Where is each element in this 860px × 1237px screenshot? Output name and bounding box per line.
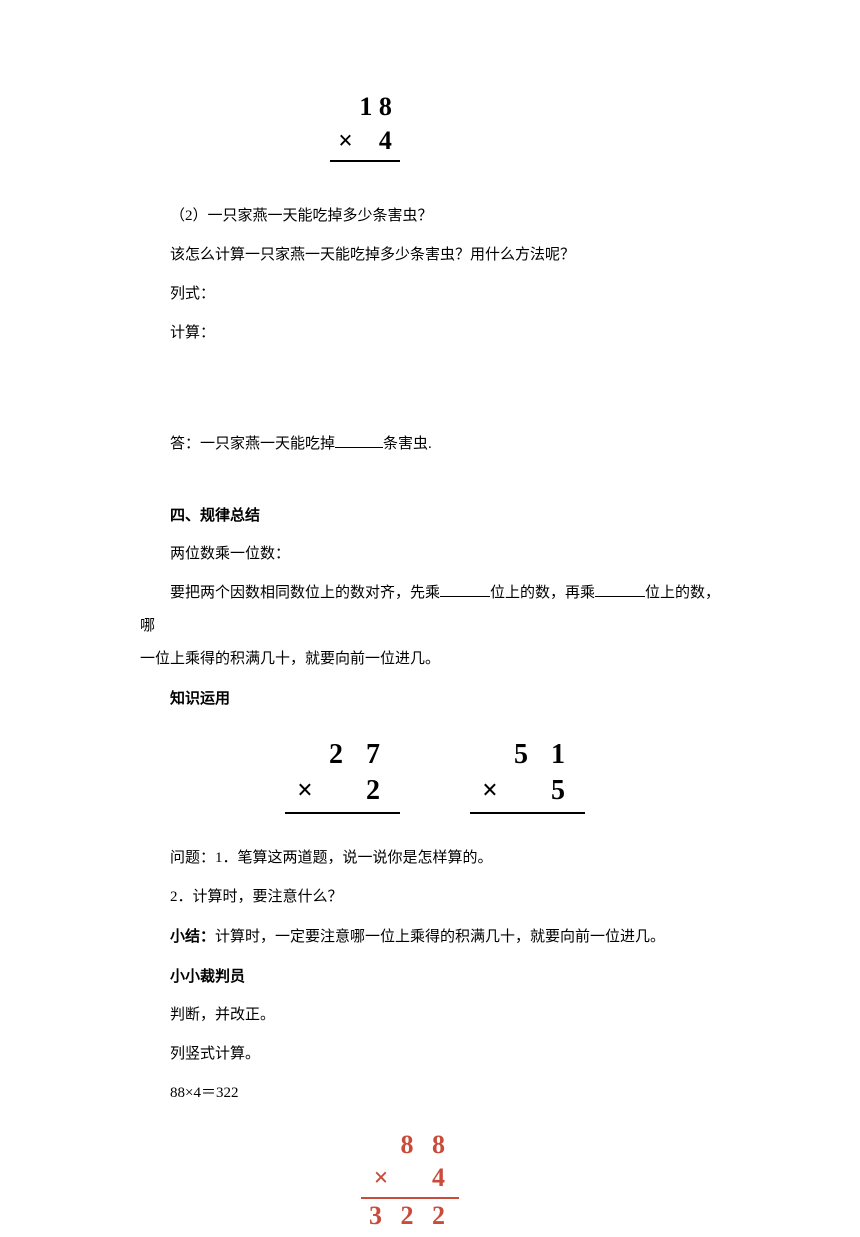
mult-bottom-row: × 4	[330, 124, 400, 158]
mult-rule	[285, 812, 400, 814]
mult-rule	[330, 160, 400, 162]
blank-field[interactable]	[335, 433, 383, 448]
q2-label: （2）一只家燕一天能吃掉多少条害虫？	[140, 200, 730, 233]
mult-bottom-row: × 2	[285, 773, 400, 809]
section4-line1: 两位数乘一位数：	[140, 538, 730, 571]
mult-result-row: 3 2 2	[361, 1199, 459, 1233]
judge-line1: 判断，并改正。	[140, 999, 730, 1032]
q2-answer-prefix: 答：一只家燕一天能吃掉	[170, 436, 335, 452]
q2-jisuan: 计算：	[140, 317, 730, 350]
q2-method: 该怎么计算一只家燕一天能吃掉多少条害虫？用什么方法呢？	[140, 239, 730, 272]
mult-top-row: 2 7	[285, 737, 400, 773]
section4-line2: 要把两个因数相同数位上的数对齐，先乘位上的数，再乘位上的数，哪	[140, 577, 730, 643]
mult-top-row: 5 1	[470, 737, 585, 773]
multiplication-51x5: 5 1 × 5	[470, 737, 585, 814]
mult-top-row: 8 8	[361, 1128, 459, 1162]
section4-title: 四、规律总结	[140, 499, 730, 532]
blank-field[interactable]	[595, 582, 645, 597]
blank-field[interactable]	[440, 582, 490, 597]
multiplication-27x2: 2 7 × 2	[285, 737, 400, 814]
q2-lieshi: 列式：	[140, 278, 730, 311]
knowledge-summary: 小结：计算时，一定要注意哪一位上乘得的积满几十，就要向前一位进几。	[140, 920, 730, 954]
summary-text: 计算时，一定要注意哪一位上乘得的积满几十，就要向前一位进几。	[215, 929, 665, 945]
mult-rule	[470, 812, 585, 814]
judge-expr: 88×4＝322	[140, 1077, 730, 1110]
multiplication-18x4: 1 8 × 4	[300, 90, 430, 162]
mult-mid-row: × 4	[361, 1161, 459, 1195]
judge-title: 小小裁判员	[140, 960, 730, 993]
knowledge-q1: 问题：1．笔算这两道题，说一说你是怎样算的。	[140, 842, 730, 875]
summary-label: 小结：	[170, 928, 215, 945]
knowledge-title: 知识运用	[140, 682, 730, 715]
judge-line2: 列竖式计算。	[140, 1038, 730, 1071]
mult-bottom-row: × 5	[470, 773, 585, 809]
section4-line2a: 要把两个因数相同数位上的数对齐，先乘	[170, 585, 440, 601]
mult-box: 8 8 × 4 3 2 2	[361, 1128, 459, 1233]
section4-line2b: 位上的数，再乘	[490, 585, 595, 601]
mult-box: 1 8 × 4	[330, 90, 400, 162]
multiplication-88x4-red: 8 8 × 4 3 2 2	[340, 1128, 480, 1237]
knowledge-q2: 2．计算时，要注意什么？	[140, 881, 730, 914]
q2-answer-line: 答：一只家燕一天能吃掉 条害虫.	[140, 428, 730, 461]
two-multiplication-row: 2 7 × 2 5 1 × 5	[140, 737, 730, 814]
q2-answer-suffix: 条害虫.	[383, 436, 432, 452]
section4-line3: 一位上乘得的积满几十，就要向前一位进几。	[140, 643, 730, 676]
mult-top-row: 1 8	[330, 90, 400, 124]
